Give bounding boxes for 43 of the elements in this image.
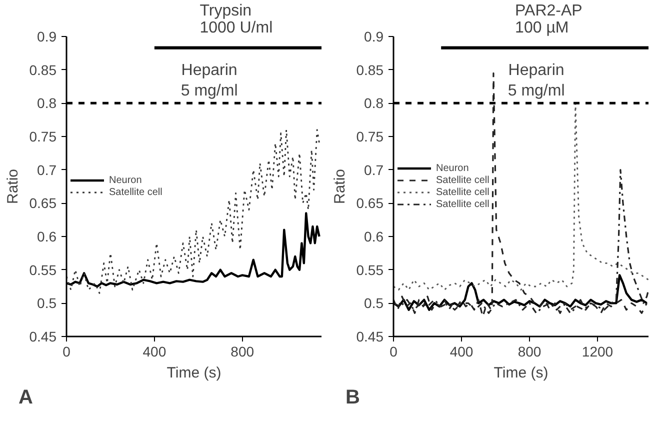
y-axis-title: Ratio (331, 168, 348, 204)
y-tick-label: 0.8 (37, 95, 57, 112)
y-tick-label: 0.85 (356, 62, 384, 78)
y-tick-label: 0.6 (364, 228, 384, 244)
legend-label: Satellite cell (436, 174, 490, 186)
y-tick-label: 0.55 (29, 262, 57, 278)
y-tick-label: 0.8 (364, 95, 384, 112)
x-tick-label: 0 (62, 344, 71, 360)
y-tick-label: 0.65 (29, 195, 57, 212)
x-tick-label: 400 (142, 344, 166, 360)
y-tick-label: 0.65 (356, 195, 384, 212)
y-tick-label: 0.5 (37, 295, 57, 312)
y-tick-label: 0.5 (364, 295, 384, 312)
y-tick-label: 0.9 (364, 28, 384, 44)
x-tick-label: 800 (518, 344, 542, 360)
y-tick-label: 0.7 (364, 162, 384, 178)
legend-label: Neuron (109, 174, 142, 186)
x-tick-label: 800 (230, 344, 254, 360)
text: A (18, 386, 33, 408)
ref-line-label: Heparin 5 mg/ml (508, 62, 565, 100)
x-tick-label: 400 (450, 344, 474, 360)
x-axis-title: Time (s) (166, 364, 222, 382)
y-tick-label: 0.85 (29, 62, 57, 78)
ref-line-label: Heparin 5 mg/ml (180, 62, 238, 100)
y-tick-label: 0.9 (37, 28, 57, 44)
annotation: Trypsin 1000 U/ml (200, 2, 273, 36)
x-axis-title: Time (s) (494, 364, 548, 382)
y-axis-title: Ratio (4, 168, 22, 204)
y-tick-label: 0.75 (29, 128, 57, 144)
x-tick-label: 0 (390, 344, 398, 360)
y-tick-label: 0.45 (29, 328, 57, 344)
y-tick-label: 0.55 (356, 262, 384, 278)
legend-label: Satellite cell (436, 198, 490, 210)
annotation: PAR2-AP 100 µM (515, 2, 582, 36)
x-tick-label: 1200 (582, 344, 614, 360)
y-tick-label: 0.75 (356, 128, 384, 144)
text: B (346, 386, 360, 408)
y-tick-label: 0.7 (37, 162, 57, 178)
y-tick-label: 0.45 (356, 328, 384, 344)
legend-label: Neuron (436, 162, 469, 174)
y-tick-label: 0.6 (37, 228, 57, 244)
legend-label: Satellite cell (436, 186, 490, 198)
legend-label: Satellite cell (109, 186, 162, 198)
